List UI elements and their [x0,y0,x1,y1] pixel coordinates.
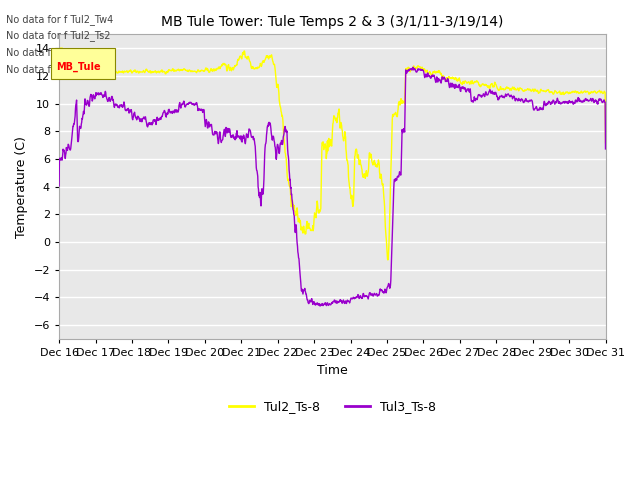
Tul2_Ts-8 [98,72,106,78]
Tul3_Ts-8 [367,290,374,296]
Tul2_Ts-8 [384,257,392,263]
Tul3_Ts-8 [602,146,609,152]
Tul3_Ts-8 [97,91,105,96]
Tul2_Ts-8 [56,45,63,51]
Tul3_Ts-8 [317,303,324,309]
Title: MB Tule Tower: Tule Temps 2 & 3 (3/1/11-3/19/14): MB Tule Tower: Tule Temps 2 & 3 (3/1/11-… [161,15,504,29]
Tul2_Ts-8 [602,140,609,145]
Tul3_Ts-8 [298,287,306,293]
Text: No data for f Tul2_Ts2: No data for f Tul2_Ts2 [6,30,111,41]
Text: No data for f Tul2_Tw4: No data for f Tul2_Tw4 [6,13,114,24]
Tul2_Ts-8 [287,204,295,210]
Tul3_Ts-8 [308,297,316,303]
Tul3_Ts-8 [55,183,63,189]
Tul2_Ts-8 [120,69,128,75]
Y-axis label: Temperature (C): Temperature (C) [15,136,28,238]
Text: MB_Tule: MB_Tule [56,61,101,72]
Tul2_Ts-8 [367,155,374,161]
X-axis label: Time: Time [317,363,348,376]
Tul2_Ts-8 [308,227,316,233]
Legend: Tul2_Ts-8, Tul3_Ts-8: Tul2_Ts-8, Tul3_Ts-8 [224,395,441,418]
Tul2_Ts-8 [299,229,307,235]
Tul2_Ts-8 [55,110,63,116]
Line: Tul3_Ts-8: Tul3_Ts-8 [59,67,605,306]
Line: Tul2_Ts-8: Tul2_Ts-8 [59,48,605,260]
Tul3_Ts-8 [287,184,295,190]
Tul3_Ts-8 [409,64,417,70]
Text: No data for f Tul3_Tule: No data for f Tul3_Tule [6,64,115,75]
Text: No data for f Tul3_Tw4: No data for f Tul3_Tw4 [6,47,113,58]
Tul3_Ts-8 [120,102,127,108]
